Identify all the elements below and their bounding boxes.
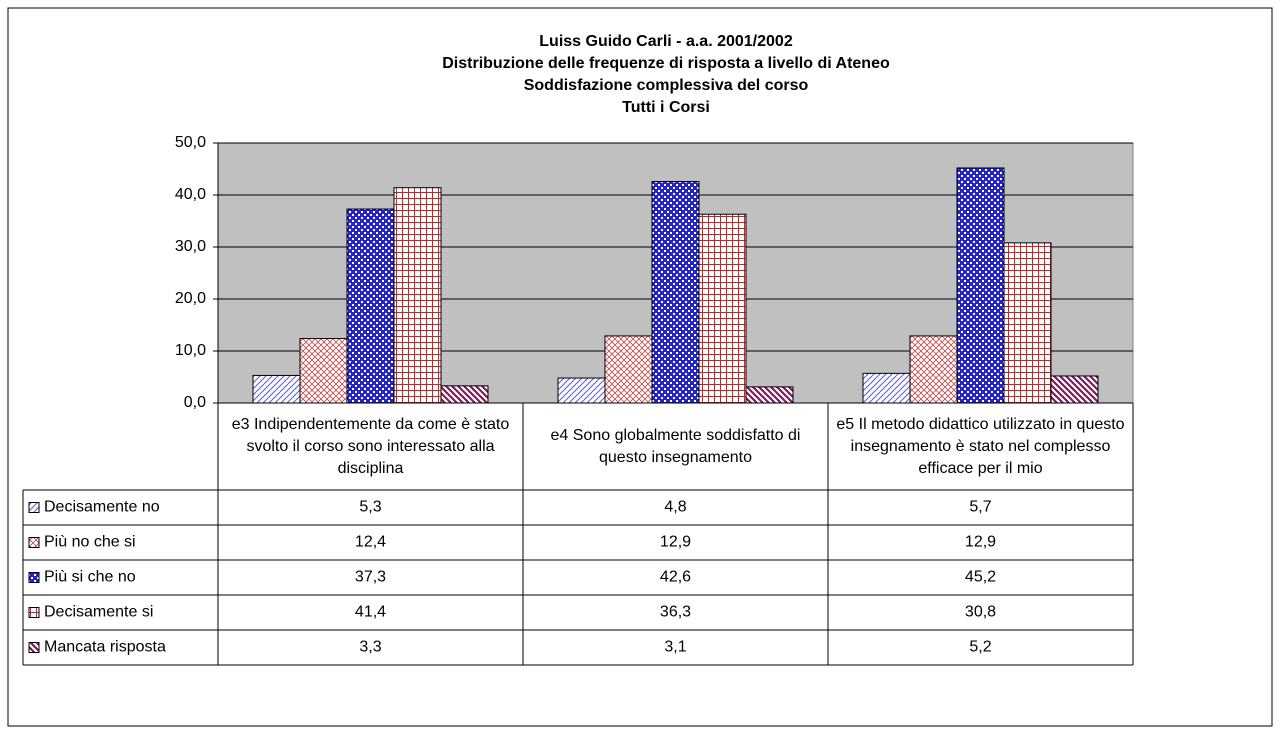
bar bbox=[1050, 375, 1099, 404]
legend-key bbox=[28, 607, 40, 618]
table-value: 5,7 bbox=[969, 499, 991, 516]
bar bbox=[440, 385, 489, 404]
bar bbox=[862, 372, 911, 404]
bar bbox=[651, 180, 700, 404]
legend-label: Più no che si bbox=[44, 534, 136, 551]
table-value: 12,4 bbox=[355, 534, 386, 551]
bar bbox=[909, 335, 958, 404]
x-tick-label-box: e5 Il metodo didattico utilizzato in que… bbox=[836, 415, 1125, 477]
table-value: 5,3 bbox=[359, 499, 381, 516]
table-value: 41,4 bbox=[355, 604, 386, 621]
legend-key bbox=[28, 642, 40, 653]
x-tick-label: e3 Indipendentemente da come è stato svo… bbox=[231, 415, 510, 477]
table-value: 30,8 bbox=[965, 604, 996, 621]
bar bbox=[698, 213, 747, 404]
table-value: 5,2 bbox=[969, 639, 991, 656]
legend-key bbox=[28, 572, 40, 583]
bar bbox=[557, 377, 606, 404]
y-tick-label: 10,0 bbox=[175, 342, 206, 359]
bar bbox=[1003, 242, 1052, 404]
legend-key bbox=[28, 502, 40, 513]
x-tick-label-box: e3 Indipendentemente da come è stato svo… bbox=[231, 415, 510, 477]
x-tick-label-box: e4 Sono globalmente soddisfatto di quest… bbox=[550, 426, 801, 466]
legend-label: Decisamente si bbox=[44, 604, 153, 621]
y-tick-label: 20,0 bbox=[175, 290, 206, 307]
y-tick-label: 50,0 bbox=[175, 134, 206, 151]
table-value: 42,6 bbox=[660, 569, 691, 586]
x-tick-label: e5 Il metodo didattico utilizzato in que… bbox=[836, 415, 1125, 477]
bar bbox=[346, 208, 395, 404]
legend-label: Più si che no bbox=[44, 569, 136, 586]
table-value: 4,8 bbox=[664, 499, 686, 516]
bar bbox=[604, 335, 653, 404]
legend-key bbox=[28, 537, 40, 548]
y-tick-label: 0,0 bbox=[184, 394, 206, 411]
chart-title: Tutti i Corsi bbox=[622, 99, 710, 116]
table-value: 12,9 bbox=[965, 534, 996, 551]
table-value: 37,3 bbox=[355, 569, 386, 586]
table-value: 45,2 bbox=[965, 569, 996, 586]
y-tick-label: 30,0 bbox=[175, 238, 206, 255]
table-value: 36,3 bbox=[660, 604, 691, 621]
table-value: 3,3 bbox=[359, 639, 381, 656]
chart-title: Distribuzione delle frequenze di rispost… bbox=[442, 55, 890, 72]
chart-title: Luiss Guido Carli - a.a. 2001/2002 bbox=[539, 33, 793, 50]
bar bbox=[956, 167, 1005, 404]
bar bbox=[393, 187, 442, 404]
bar bbox=[252, 374, 301, 404]
legend-label: Mancata risposta bbox=[44, 639, 166, 656]
legend-label: Decisamente no bbox=[44, 499, 160, 516]
x-tick-label: e4 Sono globalmente soddisfatto di quest… bbox=[550, 426, 801, 466]
table-value: 3,1 bbox=[664, 639, 686, 656]
bar bbox=[745, 386, 794, 404]
y-tick-label: 40,0 bbox=[175, 186, 206, 203]
chart-title: Soddisfazione complessiva del corso bbox=[524, 77, 809, 94]
bar bbox=[299, 338, 348, 404]
table-value: 12,9 bbox=[660, 534, 691, 551]
